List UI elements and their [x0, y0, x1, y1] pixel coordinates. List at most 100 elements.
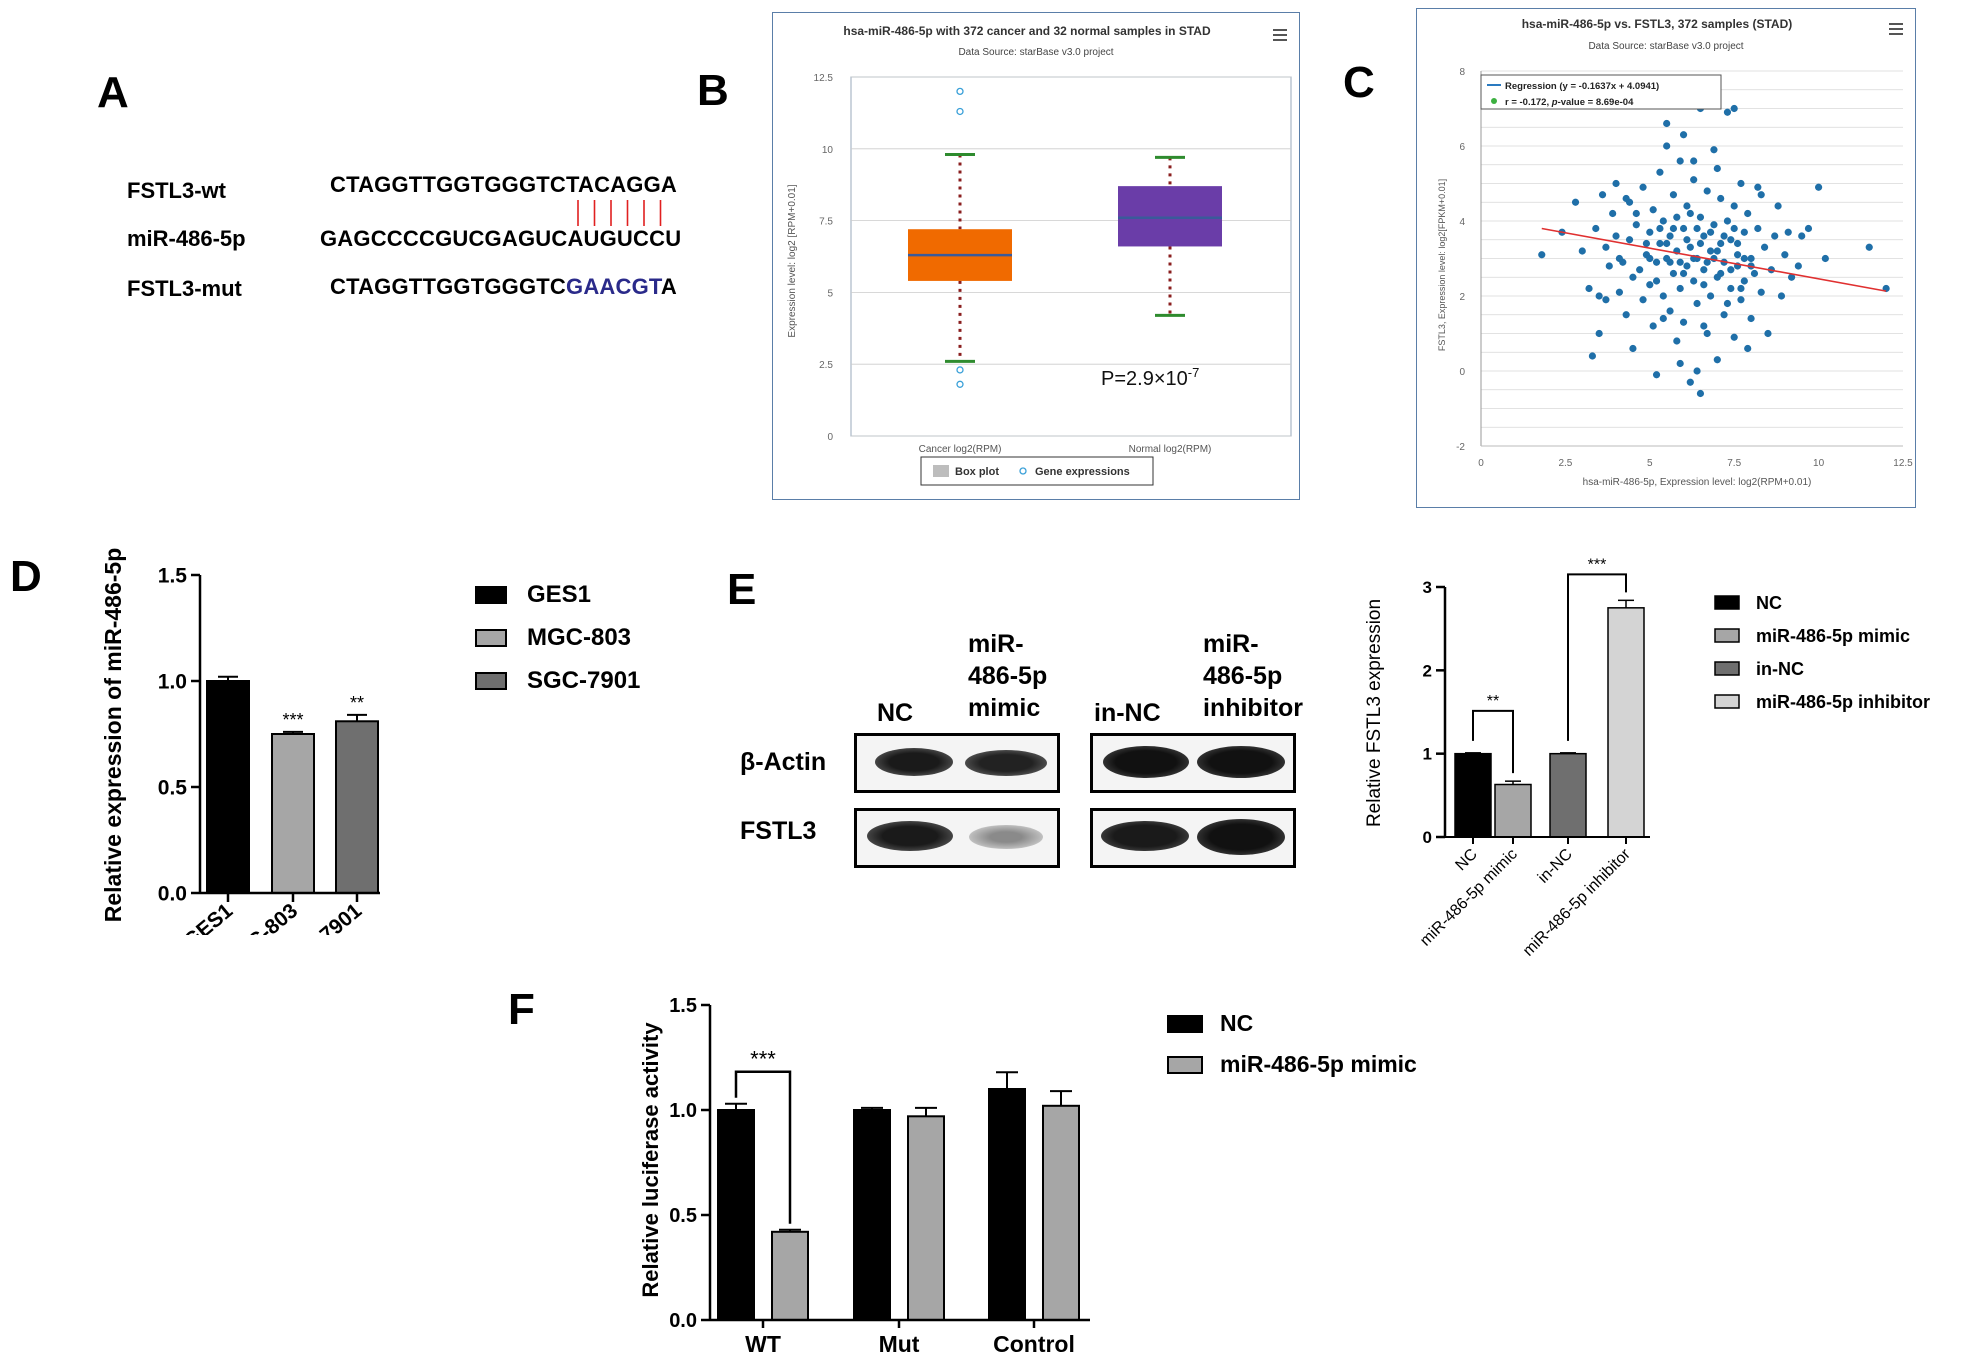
significance-bracket [1472, 709, 1514, 774]
bar [1042, 1104, 1080, 1321]
x-category-label: in-NC [1535, 846, 1576, 887]
scatter-point [1625, 236, 1634, 244]
y-tick-label: 1.5 [669, 995, 697, 1017]
bar [1549, 752, 1587, 838]
legend-label: SGC-7901 [527, 667, 640, 694]
hamburger-icon[interactable] [1889, 23, 1903, 35]
scatter-point [1696, 389, 1705, 398]
scatter-point [1690, 176, 1698, 184]
hamburger-icon[interactable] [1273, 29, 1287, 41]
x-tick-label: 0 [1478, 458, 1484, 469]
scatter-point [1666, 232, 1674, 240]
bar [853, 1109, 891, 1321]
x-tick-label: 12.5 [1893, 458, 1913, 469]
bar [907, 1115, 945, 1321]
panel-c-frame: hsa-miR-486-5p vs. FSTL3, 372 samples (S… [1416, 8, 1916, 508]
scatter-point [1703, 329, 1711, 338]
panel-c-title: hsa-miR-486-5p vs. FSTL3, 372 samples (S… [1522, 17, 1793, 31]
panel-label-b: B [697, 66, 729, 115]
panel-label-a: A [97, 68, 129, 117]
seq-mir-486-5p: GAGCCCCGUCGAGUCAUGUCCU [320, 226, 682, 251]
box-normal [1118, 186, 1222, 247]
scatter-point [1764, 329, 1772, 338]
band-fstl3-nc [867, 821, 953, 851]
lane-label-inhibitor-text: miR- 486-5p inhibitor [1203, 630, 1303, 722]
scatter-point [1723, 217, 1732, 225]
lane-label-in-nc: in-NC [1094, 699, 1161, 727]
scatter-point [1673, 213, 1681, 221]
scatter-point [1865, 243, 1873, 251]
bar [271, 733, 315, 894]
y-tick-label: 0.5 [669, 1205, 697, 1227]
scatter-point [1727, 284, 1735, 293]
legend-swatch [1714, 595, 1740, 610]
scatter-point [1686, 209, 1694, 218]
legend-swatch [1167, 1015, 1203, 1033]
scatter-point [1706, 228, 1715, 236]
scatter-point [1642, 239, 1651, 248]
scatter-point [1646, 281, 1654, 289]
scatter-point [1673, 337, 1681, 345]
scatter-point [1588, 352, 1597, 360]
scatter-point [1683, 262, 1691, 270]
scatter-point [1585, 284, 1593, 293]
scatter-point [1771, 232, 1779, 240]
y-tick-label: -2 [1456, 442, 1465, 453]
legend-swatch [475, 586, 507, 604]
scatter-point [1652, 258, 1661, 266]
y-tick-label: 2 [1459, 292, 1465, 303]
scatter-point [1781, 251, 1789, 259]
legend-label: in-NC [1756, 659, 1804, 679]
significance-label: *** [1588, 556, 1607, 573]
scatter-point [1629, 273, 1637, 281]
scatter-point [1639, 296, 1647, 304]
scatter-point [1723, 108, 1732, 116]
y-tick-label: 0.0 [158, 882, 187, 905]
pairing-lines [577, 200, 662, 226]
outlier-point [956, 107, 964, 116]
significance-label: ** [350, 693, 364, 713]
scatter-point [1787, 273, 1796, 281]
scatter-point [1794, 262, 1802, 270]
scatter-point [1686, 378, 1694, 386]
x-category-label: NC [1452, 846, 1480, 874]
panel-c-legend: Regression (y = -0.1637x + 4.0941) r = -… [1480, 74, 1722, 110]
panel-label-f: F [508, 985, 535, 1034]
significance-bracket [1567, 573, 1627, 741]
panel-c-subtitle: Data Source: starBase v3.0 project [1588, 41, 1743, 52]
legend-label: miR-486-5p mimic [1756, 626, 1910, 646]
scatter-point [1659, 217, 1667, 225]
scatter-point [1690, 157, 1698, 165]
scatter-point [1815, 183, 1823, 191]
significance-label: *** [282, 710, 303, 730]
band-actin-mimic [965, 750, 1047, 776]
y-tick-label: 5 [827, 288, 833, 299]
scatter-point [1730, 104, 1738, 113]
y-tick-label: 2 [1423, 661, 1432, 680]
scatter-point [1571, 198, 1580, 206]
scatter-point [1696, 213, 1705, 221]
scatter-point [1592, 224, 1600, 233]
y-tick-label: 12.5 [814, 73, 834, 84]
scatter-point [1744, 209, 1752, 218]
scatter-point [1737, 179, 1745, 188]
x-tick-label: 10 [1813, 458, 1825, 469]
seq-name-mir-486-5p: miR-486-5p [127, 226, 246, 251]
y-tick-label: 3 [1423, 578, 1432, 597]
scatter-point [1652, 371, 1661, 379]
legend-r-dot [1491, 98, 1497, 104]
y-tick-label: 10 [822, 145, 834, 156]
scatter-point [1713, 164, 1721, 173]
scatter-point [1723, 299, 1732, 308]
y-tick-label: 7.5 [819, 217, 833, 228]
y-tick-label: 6 [1459, 142, 1465, 153]
panel-c-ylabel: FSTL3, Expression level: log2[FPKM+0.01] [1437, 179, 1447, 351]
band-fstl3-inhibitor [1197, 819, 1285, 855]
scatter-point [1737, 296, 1745, 304]
scatter-point [1663, 119, 1671, 128]
scatter-point [1747, 254, 1755, 263]
scatter-point [1710, 146, 1718, 154]
scatter-point [1639, 183, 1647, 191]
legend-regression-label: Regression (y = -0.1637x + 4.0941) [1505, 81, 1659, 92]
lane-label-inhibitor: miR- 486-5p inhibitor [1203, 628, 1303, 724]
